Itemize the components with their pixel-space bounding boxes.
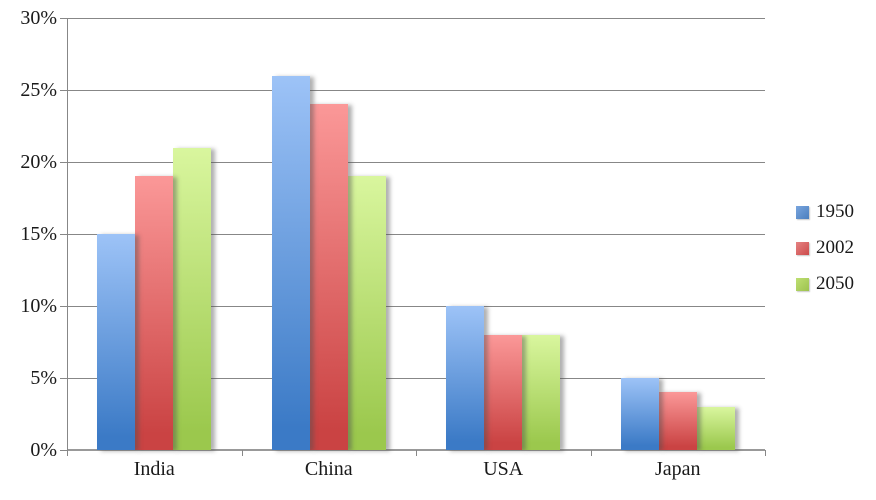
y-tick-label: 25% <box>20 79 57 101</box>
legend-swatch <box>796 205 809 219</box>
x-tick <box>765 450 766 456</box>
y-tick-label: 15% <box>20 223 57 245</box>
legend: 1950 2002 2050 <box>796 201 854 309</box>
y-tick-label: 30% <box>20 7 57 29</box>
legend-label: 2002 <box>816 237 854 258</box>
y-tick <box>60 162 67 163</box>
legend-label: 1950 <box>816 201 854 222</box>
gridline <box>67 18 765 19</box>
y-tick <box>60 378 67 379</box>
gridline <box>67 378 765 379</box>
bar <box>696 406 735 450</box>
bar-group <box>67 147 242 450</box>
legend-swatch <box>796 241 809 255</box>
bar <box>173 147 212 450</box>
bar <box>135 176 174 450</box>
bar <box>658 392 697 450</box>
y-tick <box>60 234 67 235</box>
legend-item: 2050 <box>796 273 854 295</box>
x-category-label: Japan <box>654 458 701 480</box>
x-tick <box>241 450 243 456</box>
gridline <box>67 234 765 235</box>
legend-item: 2002 <box>796 237 854 259</box>
y-tick <box>60 18 67 19</box>
bar <box>347 176 386 450</box>
bar <box>620 378 659 450</box>
plot-area <box>67 18 766 456</box>
y-tick <box>60 450 67 451</box>
bar <box>522 334 561 450</box>
bar-group <box>591 378 766 450</box>
bar <box>484 334 523 450</box>
y-tick-label: 0% <box>30 439 57 461</box>
x-tick <box>590 450 592 456</box>
x-tick <box>416 450 417 456</box>
x-category-label: USA <box>483 458 524 480</box>
bar <box>309 104 348 450</box>
y-tick <box>60 306 67 307</box>
gridline <box>67 90 765 91</box>
y-tick <box>60 90 67 91</box>
bar <box>97 234 136 450</box>
x-tick <box>67 450 68 456</box>
x-category-label: India <box>133 458 175 480</box>
bar-group <box>416 306 591 450</box>
y-tick-label: 5% <box>30 367 57 389</box>
y-axis-line <box>67 18 68 451</box>
legend-item: 1950 <box>796 201 854 223</box>
gridline <box>67 306 765 307</box>
gridline <box>67 162 765 163</box>
bar <box>446 306 485 450</box>
legend-swatch <box>796 277 809 291</box>
x-category-label: China <box>304 458 353 480</box>
bar-group <box>242 75 417 450</box>
y-tick-label: 10% <box>20 295 57 317</box>
legend-label: 2050 <box>816 273 854 294</box>
y-tick-label: 20% <box>20 151 57 173</box>
bar <box>271 75 310 450</box>
